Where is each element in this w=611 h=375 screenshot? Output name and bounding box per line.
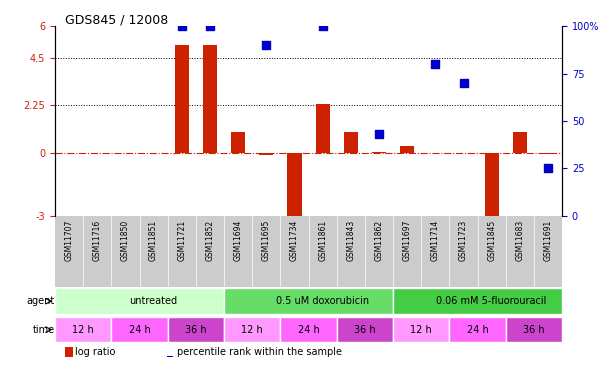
Bar bbox=[316, 104, 330, 153]
Bar bbox=[175, 45, 189, 153]
Bar bbox=[65, 347, 73, 357]
Bar bbox=[485, 153, 499, 216]
Text: GSM11845: GSM11845 bbox=[487, 219, 496, 261]
Bar bbox=[203, 45, 217, 153]
Text: GSM11695: GSM11695 bbox=[262, 219, 271, 261]
Text: untreated: untreated bbox=[130, 296, 178, 306]
FancyBboxPatch shape bbox=[55, 288, 224, 314]
FancyBboxPatch shape bbox=[167, 317, 224, 342]
Text: GSM11694: GSM11694 bbox=[233, 219, 243, 261]
Text: 12 h: 12 h bbox=[411, 325, 432, 334]
Text: GSM11843: GSM11843 bbox=[346, 219, 356, 261]
Text: 36 h: 36 h bbox=[354, 325, 376, 334]
Text: 12 h: 12 h bbox=[241, 325, 263, 334]
Text: GDS845 / 12008: GDS845 / 12008 bbox=[65, 13, 169, 26]
Bar bbox=[287, 153, 301, 220]
Text: 24 h: 24 h bbox=[298, 325, 320, 334]
FancyBboxPatch shape bbox=[224, 288, 393, 314]
Text: GSM11734: GSM11734 bbox=[290, 219, 299, 261]
Text: percentile rank within the sample: percentile rank within the sample bbox=[177, 347, 342, 357]
FancyBboxPatch shape bbox=[337, 317, 393, 342]
FancyBboxPatch shape bbox=[393, 317, 450, 342]
Text: 12 h: 12 h bbox=[72, 325, 94, 334]
Bar bbox=[372, 152, 386, 153]
Bar bbox=[541, 153, 555, 154]
Point bbox=[374, 131, 384, 137]
Point bbox=[205, 23, 215, 29]
Text: 0.5 uM doxorubicin: 0.5 uM doxorubicin bbox=[276, 296, 369, 306]
Text: 0.06 mM 5-fluorouracil: 0.06 mM 5-fluorouracil bbox=[436, 296, 547, 306]
Text: GSM11850: GSM11850 bbox=[121, 219, 130, 261]
Text: GSM11683: GSM11683 bbox=[515, 219, 524, 261]
Point bbox=[430, 61, 440, 67]
Point bbox=[543, 165, 553, 171]
Text: GSM11721: GSM11721 bbox=[177, 219, 186, 261]
Point bbox=[177, 23, 187, 29]
Bar bbox=[259, 153, 273, 155]
Text: 36 h: 36 h bbox=[185, 325, 207, 334]
Point bbox=[459, 80, 469, 86]
Bar bbox=[231, 132, 245, 153]
Bar bbox=[513, 132, 527, 153]
Text: GSM11707: GSM11707 bbox=[65, 219, 73, 261]
Text: GSM11697: GSM11697 bbox=[403, 219, 412, 261]
FancyBboxPatch shape bbox=[506, 317, 562, 342]
Text: GSM11691: GSM11691 bbox=[544, 219, 552, 261]
FancyBboxPatch shape bbox=[450, 317, 506, 342]
Text: 24 h: 24 h bbox=[129, 325, 150, 334]
Bar bbox=[167, 356, 173, 357]
Bar bbox=[400, 146, 414, 153]
FancyBboxPatch shape bbox=[55, 317, 111, 342]
FancyBboxPatch shape bbox=[393, 288, 562, 314]
Text: time: time bbox=[33, 325, 55, 334]
Text: GSM11861: GSM11861 bbox=[318, 219, 327, 261]
FancyBboxPatch shape bbox=[280, 317, 337, 342]
Text: GSM11716: GSM11716 bbox=[93, 219, 102, 261]
Text: GSM11851: GSM11851 bbox=[149, 219, 158, 261]
Text: 36 h: 36 h bbox=[523, 325, 545, 334]
Text: 24 h: 24 h bbox=[467, 325, 488, 334]
Text: GSM11862: GSM11862 bbox=[375, 219, 384, 261]
FancyBboxPatch shape bbox=[224, 317, 280, 342]
Text: GSM11723: GSM11723 bbox=[459, 219, 468, 261]
Point bbox=[318, 23, 327, 29]
Text: agent: agent bbox=[27, 296, 55, 306]
Text: log ratio: log ratio bbox=[75, 347, 115, 357]
Text: GSM11852: GSM11852 bbox=[205, 219, 214, 261]
Text: GSM11714: GSM11714 bbox=[431, 219, 440, 261]
Bar bbox=[344, 132, 358, 153]
FancyBboxPatch shape bbox=[111, 317, 167, 342]
Point bbox=[262, 42, 271, 48]
